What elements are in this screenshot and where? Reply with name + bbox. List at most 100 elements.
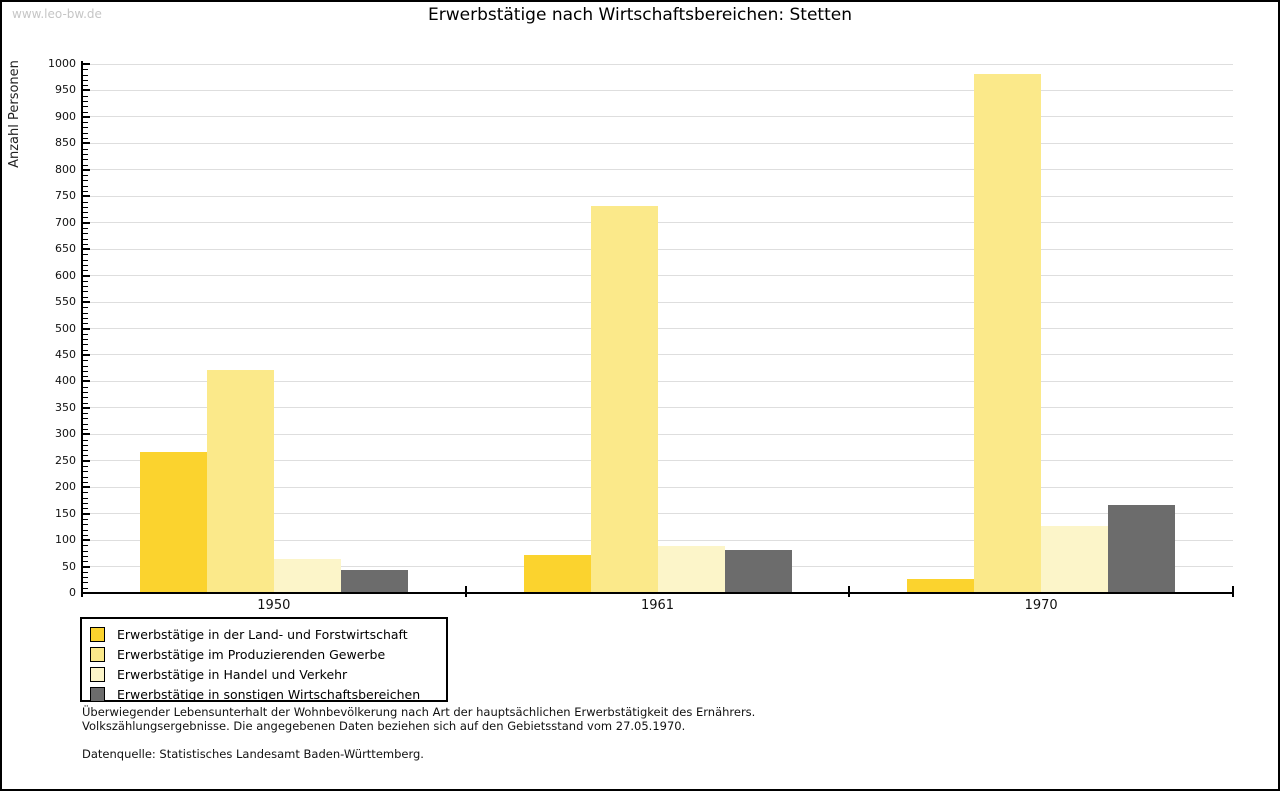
y-minor-tick bbox=[83, 127, 88, 129]
gridline bbox=[83, 380, 1233, 382]
legend-label: Erwerbstätige im Produzierenden Gewerbe bbox=[117, 646, 386, 662]
y-minor-tick bbox=[83, 79, 88, 81]
y-minor-tick bbox=[83, 243, 88, 245]
gridline bbox=[83, 460, 1233, 462]
y-minor-tick bbox=[83, 524, 88, 526]
y-minor-tick bbox=[83, 212, 88, 214]
y-major-tick bbox=[82, 406, 90, 409]
footnote-line-1: Überwiegender Lebensunterhalt der Wohnbe… bbox=[82, 705, 756, 719]
y-minor-tick bbox=[83, 455, 88, 457]
y-minor-tick bbox=[83, 291, 88, 293]
y-tick-label: 650 bbox=[55, 242, 76, 256]
bar-1970-series-1 bbox=[907, 579, 975, 592]
y-minor-tick bbox=[83, 323, 88, 325]
y-major-tick bbox=[82, 168, 90, 171]
y-minor-tick bbox=[83, 148, 88, 150]
gridline bbox=[83, 328, 1233, 329]
footnote-line-2: Volkszählungsergebnisse. Die angegebenen… bbox=[82, 719, 686, 733]
y-tick-label: 100 bbox=[55, 533, 76, 547]
y-minor-tick bbox=[83, 85, 88, 87]
y-minor-tick bbox=[83, 175, 88, 177]
gridline bbox=[83, 116, 1233, 118]
legend-row-3: Erwerbstätige in Handel und Verkehr bbox=[82, 664, 446, 684]
gridline bbox=[83, 275, 1233, 277]
y-tick-label: 250 bbox=[55, 453, 76, 467]
y-major-tick bbox=[82, 142, 90, 145]
y-tick-label: 800 bbox=[55, 162, 76, 176]
y-minor-tick bbox=[83, 391, 88, 393]
y-major-tick bbox=[82, 565, 90, 568]
y-minor-tick bbox=[83, 476, 88, 478]
y-minor-tick bbox=[83, 508, 88, 510]
y-tick-label: 750 bbox=[55, 189, 76, 203]
y-minor-tick bbox=[83, 122, 88, 124]
y-tick-label: 950 bbox=[55, 83, 76, 97]
y-minor-tick bbox=[83, 518, 88, 520]
bar-1961-series-3 bbox=[657, 545, 725, 592]
gridline bbox=[83, 248, 1233, 250]
legend-label: Erwerbstätige in sonstigen Wirtschaftsbe… bbox=[117, 686, 421, 702]
legend-row-2: Erwerbstätige im Produzierenden Gewerbe bbox=[82, 644, 446, 664]
y-minor-tick bbox=[83, 466, 88, 468]
y-minor-tick bbox=[83, 153, 88, 155]
y-minor-tick bbox=[83, 497, 88, 499]
y-major-tick bbox=[82, 195, 90, 198]
y-tick-label: 900 bbox=[55, 109, 76, 123]
footnotes: Überwiegender Lebensunterhalt der Wohnbe… bbox=[82, 705, 755, 761]
y-minor-tick bbox=[83, 190, 88, 192]
y-minor-tick bbox=[83, 164, 88, 166]
gridline bbox=[83, 407, 1233, 409]
y-minor-tick bbox=[83, 492, 88, 494]
legend-row-4: Erwerbstätige in sonstigen Wirtschaftsbe… bbox=[82, 684, 446, 704]
y-major-tick bbox=[82, 274, 90, 277]
x-boundary-tick bbox=[1232, 586, 1234, 597]
y-minor-tick bbox=[83, 577, 88, 579]
y-minor-tick bbox=[83, 582, 88, 584]
y-minor-tick bbox=[83, 561, 88, 563]
y-tick-label: 50 bbox=[62, 559, 76, 573]
y-minor-tick bbox=[83, 217, 88, 219]
y-major-tick bbox=[82, 512, 90, 515]
legend-swatch-icon bbox=[90, 626, 105, 642]
y-major-tick bbox=[82, 89, 90, 92]
y-minor-tick bbox=[83, 333, 88, 335]
gridline bbox=[83, 433, 1233, 435]
bar-1961-series-2 bbox=[590, 205, 658, 592]
gridline bbox=[83, 142, 1233, 144]
y-minor-tick bbox=[83, 206, 88, 208]
y-minor-tick bbox=[83, 370, 88, 372]
x-axis-line bbox=[81, 592, 1234, 594]
gridline bbox=[83, 486, 1233, 488]
y-minor-tick bbox=[83, 132, 88, 134]
y-minor-tick bbox=[83, 450, 88, 452]
y-tick-label: 150 bbox=[55, 506, 76, 520]
x-boundary-tick bbox=[81, 586, 83, 597]
y-minor-tick bbox=[83, 402, 88, 404]
y-minor-tick bbox=[83, 349, 88, 351]
y-minor-tick bbox=[83, 555, 88, 557]
bar-1961-series-4 bbox=[724, 549, 792, 592]
gridline bbox=[83, 539, 1233, 541]
y-minor-tick bbox=[83, 360, 88, 362]
y-tick-label: 500 bbox=[55, 321, 76, 335]
y-minor-tick bbox=[83, 545, 88, 547]
y-major-tick bbox=[82, 221, 90, 224]
legend-label: Erwerbstätige in der Land- und Forstwirt… bbox=[117, 626, 408, 642]
y-minor-tick bbox=[83, 270, 88, 272]
y-major-tick bbox=[82, 248, 90, 251]
y-minor-tick bbox=[83, 571, 88, 573]
legend-swatch-icon bbox=[90, 686, 105, 702]
bar-1961-series-1 bbox=[523, 554, 591, 592]
x-boundary-tick bbox=[464, 586, 467, 597]
y-tick-label: 1000 bbox=[48, 57, 76, 70]
y-major-tick bbox=[82, 353, 90, 356]
y-minor-tick bbox=[83, 550, 88, 552]
y-tick-label: 0 bbox=[69, 586, 76, 599]
gridline bbox=[83, 222, 1233, 224]
y-tick-label: 600 bbox=[55, 268, 76, 282]
x-category-label: 1961 bbox=[640, 598, 675, 613]
y-minor-tick bbox=[83, 233, 88, 235]
gridline bbox=[83, 301, 1233, 303]
bar-1970-series-3 bbox=[1041, 525, 1109, 592]
y-minor-tick bbox=[83, 481, 88, 483]
